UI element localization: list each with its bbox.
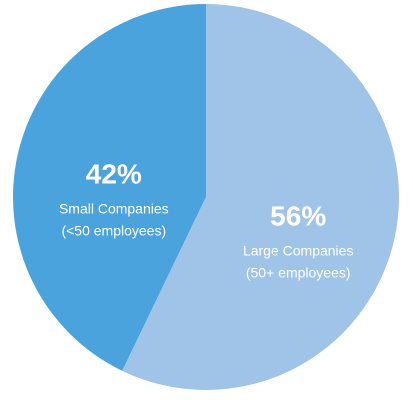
slice-label: Large Companies — [243, 243, 354, 259]
slice-note: (50+ employees) — [246, 265, 351, 281]
value-label: 42% — [86, 158, 142, 189]
pie-slice — [122, 4, 400, 390]
pie-slice — [13, 4, 206, 371]
value-label: 56% — [270, 200, 326, 231]
slice-label: Small Companies — [59, 201, 169, 217]
slice-note: (<50 employees) — [61, 223, 166, 239]
